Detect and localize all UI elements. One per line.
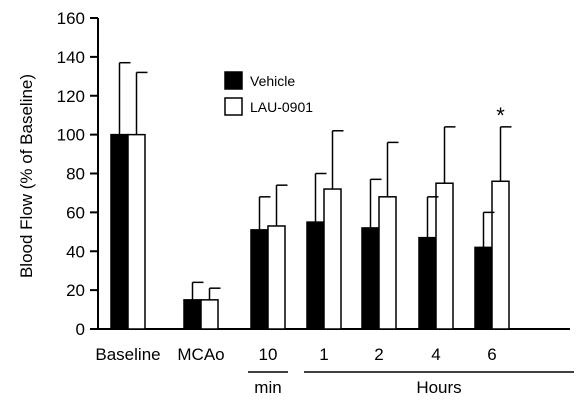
bar — [323, 188, 342, 330]
y-tick-label: 0 — [76, 320, 85, 339]
bar — [378, 196, 397, 330]
legend-swatch — [224, 71, 243, 90]
error-bars — [118, 61, 512, 300]
bar — [127, 133, 146, 330]
bar — [361, 227, 380, 330]
x-category-label: 6 — [487, 345, 496, 364]
annotations: * — [496, 103, 505, 128]
bar — [250, 229, 269, 330]
y-tick-label: 140 — [57, 48, 85, 67]
legend-label: LAU-0901 — [250, 99, 313, 115]
significance-marker: * — [496, 103, 505, 128]
x-category-label: MCAo — [177, 345, 224, 364]
bar — [435, 182, 454, 330]
bar — [306, 221, 325, 330]
bar — [200, 299, 219, 330]
group-label: min — [254, 378, 281, 397]
y-tick-label: 60 — [66, 203, 85, 222]
y-tick-label: 100 — [57, 126, 85, 145]
bar — [418, 236, 437, 330]
bar — [110, 133, 129, 330]
x-category-label: 10 — [259, 345, 278, 364]
y-tick-label: 160 — [57, 9, 85, 28]
bars — [110, 133, 510, 330]
y-tick-label: 120 — [57, 87, 85, 106]
legend: Vehicle LAU-0901 — [224, 71, 313, 116]
y-axis-label: Blood Flow (% of Baseline) — [17, 74, 36, 278]
x-category-label: 4 — [431, 345, 440, 364]
legend-label: Vehicle — [250, 73, 295, 89]
bar — [267, 225, 286, 330]
y-tick-label: 80 — [66, 165, 85, 184]
bar — [491, 180, 510, 330]
bar — [474, 246, 493, 330]
y-tick-label: 20 — [66, 281, 85, 300]
legend-swatch — [224, 97, 243, 116]
x-axis-categories: Baseline MCAo 10 1 2 4 6 — [95, 345, 496, 364]
group-label: Hours — [416, 378, 461, 397]
x-category-label: Baseline — [95, 345, 160, 364]
x-category-label: 2 — [374, 345, 383, 364]
x-category-label: 1 — [319, 345, 328, 364]
category-groups: min Hours — [248, 371, 574, 397]
y-axis-ticks: 0 20 40 60 80 100 120 140 160 — [57, 9, 98, 339]
bar — [183, 299, 202, 330]
y-tick-label: 40 — [66, 242, 85, 261]
